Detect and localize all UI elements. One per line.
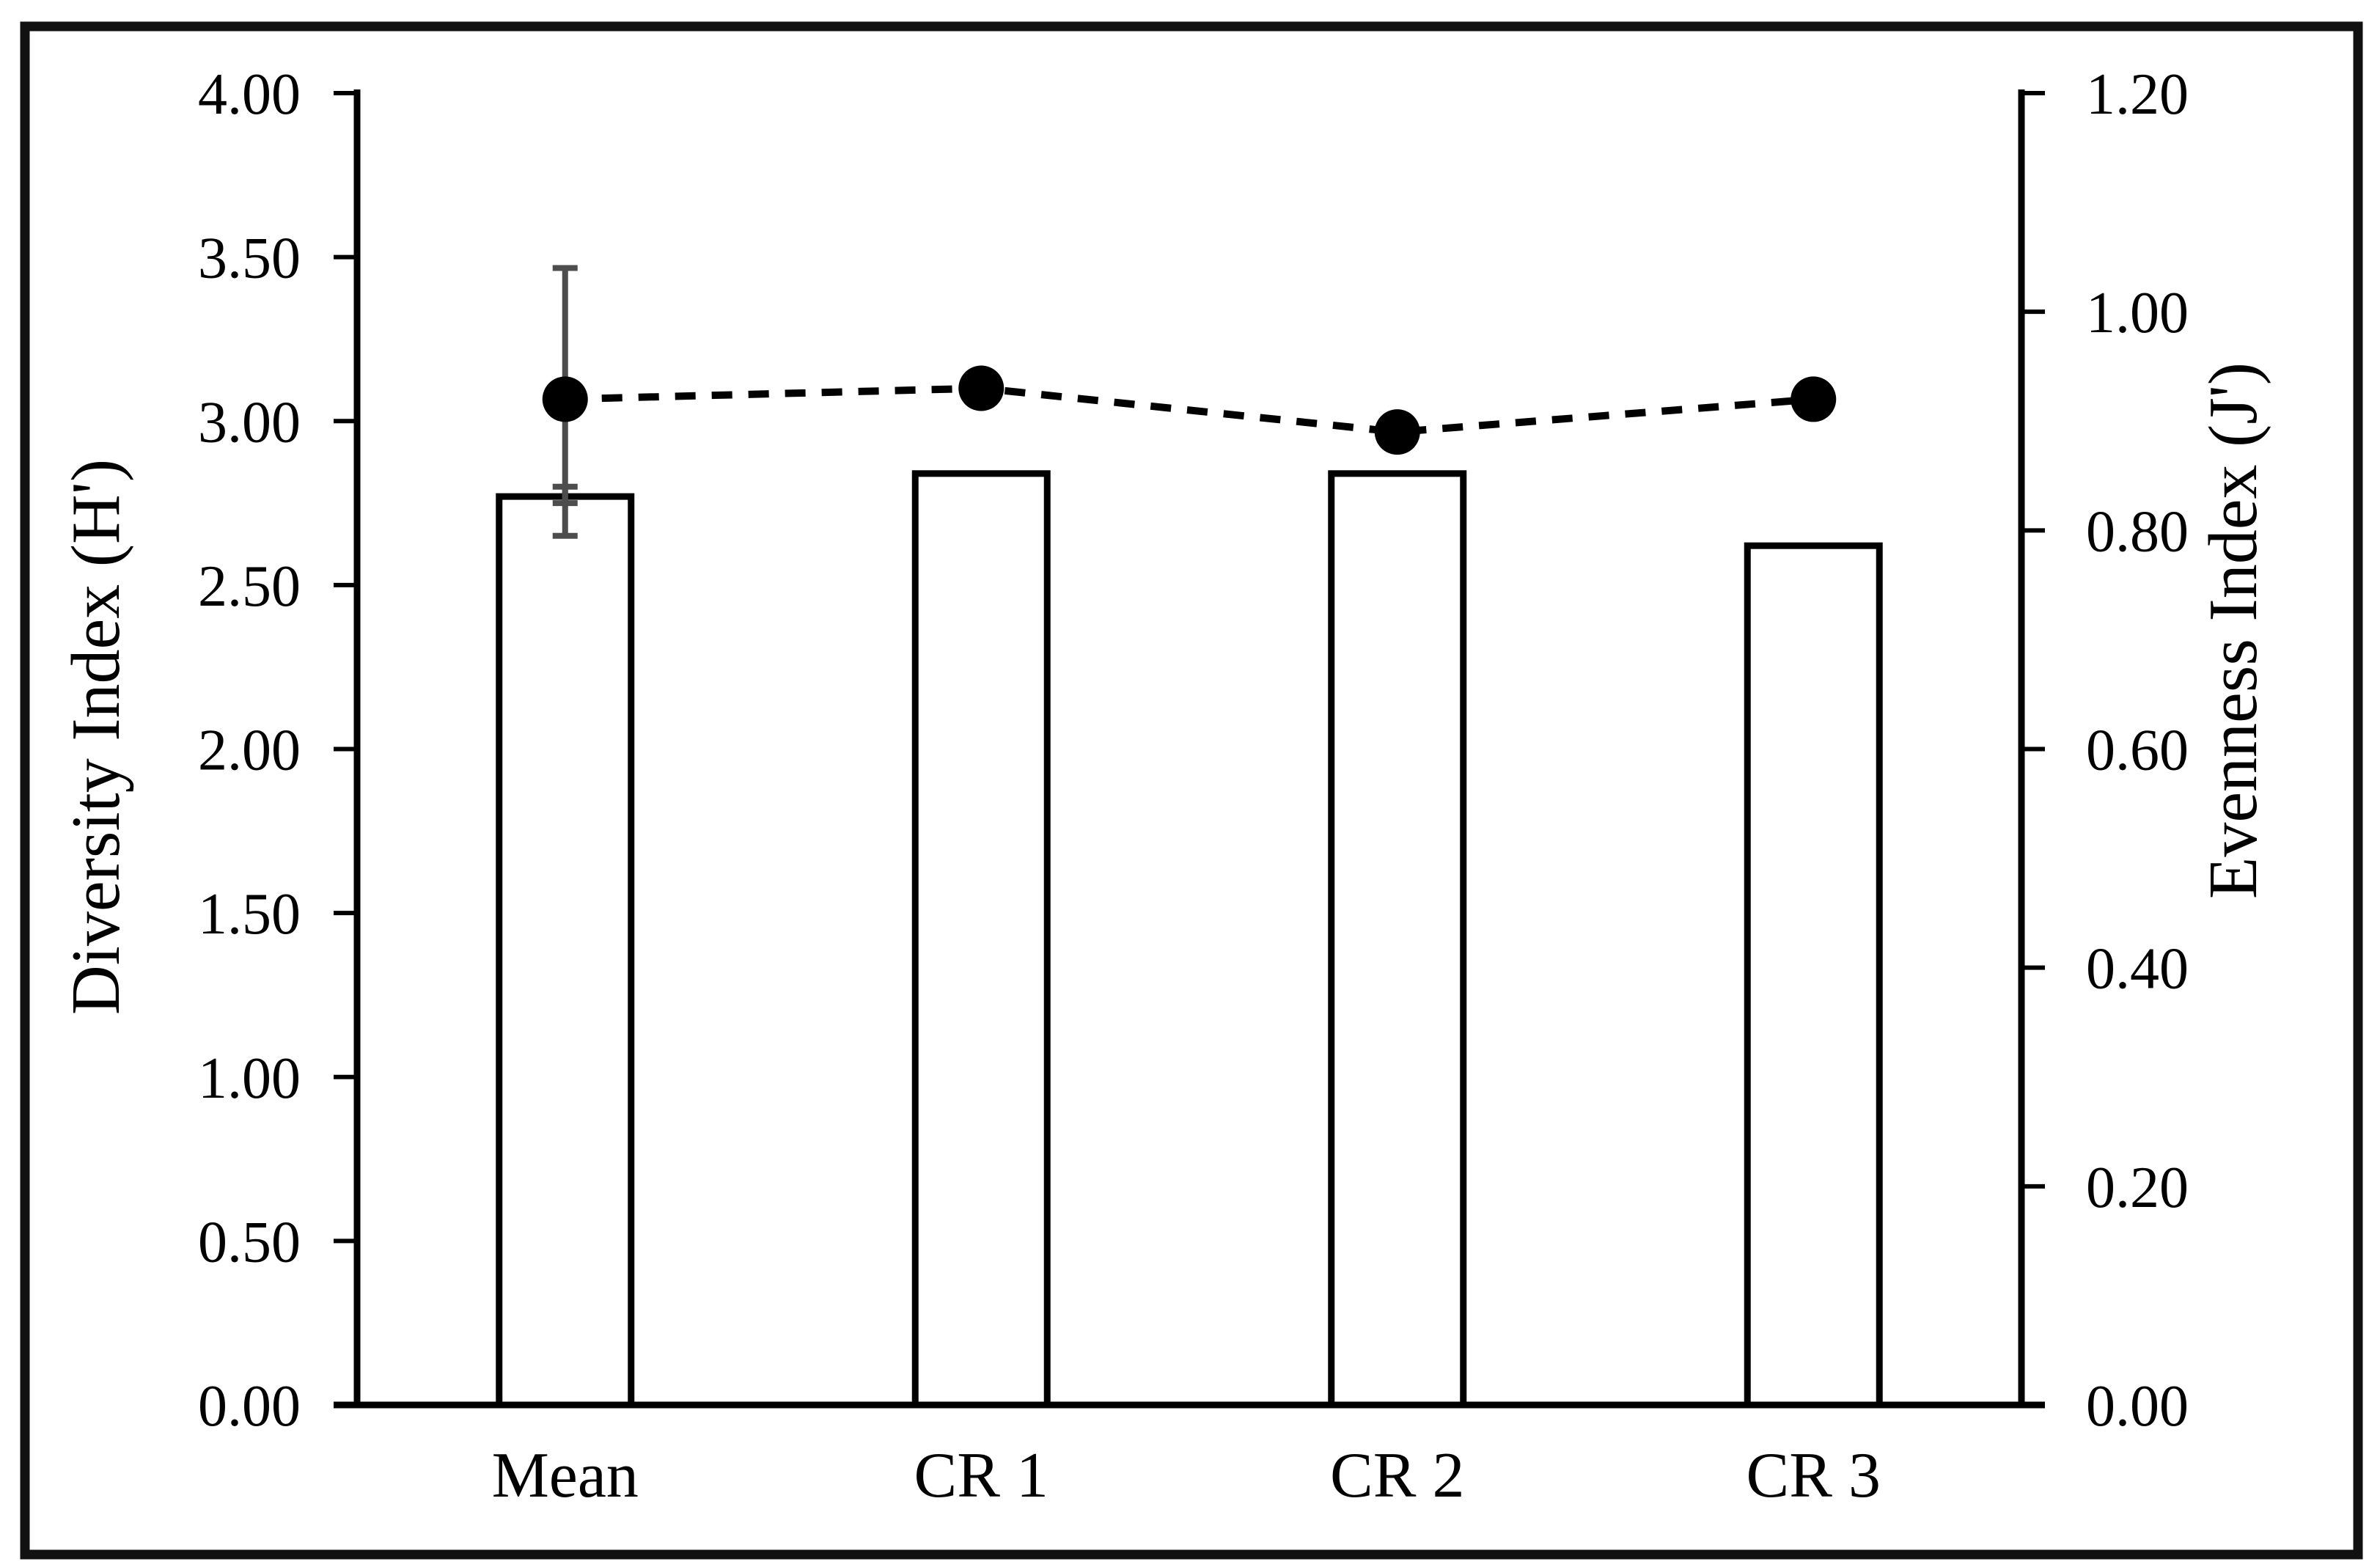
right-axis-tick-label: 0.80 bbox=[2086, 499, 2189, 564]
evenness-marker-cr-3 bbox=[1790, 376, 1837, 422]
left-axis-tick-label: 0.50 bbox=[198, 1210, 301, 1274]
right-axis-title: Evenness Index (J') bbox=[2195, 362, 2271, 899]
evenness-dashed-line bbox=[565, 384, 1814, 436]
bar-cr-3 bbox=[1744, 542, 1883, 1409]
left-axis-tick-label: 2.00 bbox=[198, 719, 301, 783]
right-axis-tick-label: 0.00 bbox=[2086, 1374, 2189, 1439]
left-axis-tick-label: 3.00 bbox=[198, 390, 301, 455]
category-label-cr-1: CR 1 bbox=[914, 1440, 1048, 1511]
bar-mean bbox=[496, 493, 635, 1409]
left-axis-tick-label: 2.50 bbox=[198, 554, 301, 619]
evenness-marker-cr-1 bbox=[958, 365, 1004, 411]
left-axis-title: Diversity Index (H') bbox=[58, 459, 134, 1015]
right-axis-tick-label: 0.40 bbox=[2086, 937, 2189, 1002]
bar-cr-1 bbox=[911, 470, 1051, 1409]
right-axis-tick-label: 0.20 bbox=[2086, 1156, 2189, 1220]
figure-border bbox=[20, 21, 2363, 1560]
right-axis-tick-label: 1.00 bbox=[2086, 281, 2189, 345]
evenness-marker-cr-2 bbox=[1374, 409, 1420, 455]
left-axis-tick-label: 3.50 bbox=[198, 227, 301, 291]
category-label-mean: Mean bbox=[492, 1440, 639, 1511]
bar-cr-2 bbox=[1328, 470, 1467, 1409]
category-label-cr-2: CR 2 bbox=[1330, 1440, 1464, 1511]
left-axis-tick-label: 1.00 bbox=[198, 1046, 301, 1111]
category-label-cr-3: CR 3 bbox=[1747, 1440, 1881, 1511]
left-axis-tick-label: 1.50 bbox=[198, 882, 301, 947]
left-axis-tick-label: 0.00 bbox=[198, 1374, 301, 1439]
plot-area: 4.00 3.50 3.00 2.50 2.00 1.50 1.00 0.50 0.00 1.20… bbox=[198, 62, 2189, 1511]
evenness-marker-mean bbox=[542, 376, 588, 422]
left-axis-tick-label: 4.00 bbox=[198, 62, 301, 127]
right-axis-tick-label: 1.20 bbox=[2086, 62, 2189, 127]
right-axis-tick-label: 0.60 bbox=[2086, 719, 2189, 783]
